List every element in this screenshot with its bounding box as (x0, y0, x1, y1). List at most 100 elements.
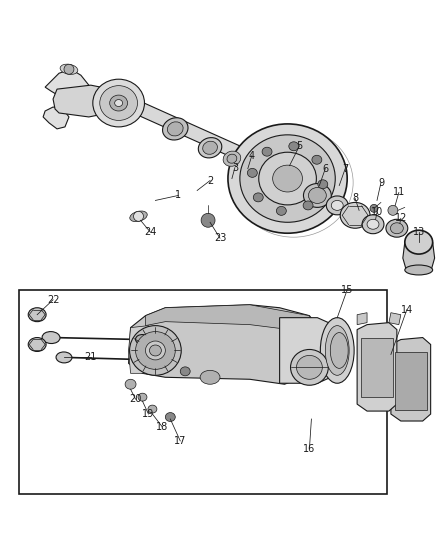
Ellipse shape (330, 333, 348, 368)
Ellipse shape (273, 165, 303, 192)
Ellipse shape (100, 86, 138, 120)
Text: 3: 3 (232, 163, 238, 173)
Ellipse shape (304, 183, 331, 207)
Ellipse shape (130, 211, 147, 222)
Ellipse shape (253, 193, 263, 202)
Ellipse shape (297, 356, 322, 379)
Text: 17: 17 (174, 436, 187, 446)
Text: 24: 24 (144, 227, 157, 237)
Ellipse shape (227, 154, 237, 163)
Polygon shape (129, 96, 262, 171)
Ellipse shape (367, 219, 379, 229)
Ellipse shape (303, 201, 313, 210)
Ellipse shape (247, 168, 257, 177)
Ellipse shape (165, 413, 175, 422)
Circle shape (134, 212, 144, 221)
Ellipse shape (60, 64, 78, 75)
Ellipse shape (326, 196, 348, 215)
Ellipse shape (93, 79, 145, 127)
Ellipse shape (331, 200, 343, 211)
Ellipse shape (56, 352, 72, 363)
Text: 4: 4 (249, 151, 255, 161)
Polygon shape (389, 313, 401, 325)
Ellipse shape (198, 138, 222, 158)
Ellipse shape (180, 367, 190, 376)
Text: 5: 5 (297, 141, 303, 151)
Text: 12: 12 (395, 213, 407, 223)
Ellipse shape (167, 122, 183, 136)
Text: 11: 11 (393, 188, 405, 197)
Ellipse shape (145, 341, 165, 360)
Text: 22: 22 (47, 295, 59, 305)
Ellipse shape (312, 155, 322, 164)
Polygon shape (357, 313, 367, 325)
Text: 8: 8 (352, 193, 358, 204)
Ellipse shape (308, 188, 326, 204)
Ellipse shape (362, 215, 384, 233)
Text: 20: 20 (129, 394, 142, 404)
Polygon shape (357, 322, 397, 411)
Ellipse shape (386, 219, 408, 237)
Ellipse shape (405, 265, 433, 275)
Text: 1: 1 (175, 190, 181, 200)
Ellipse shape (262, 147, 272, 156)
Ellipse shape (148, 405, 157, 413)
Polygon shape (129, 326, 152, 373)
Text: 19: 19 (142, 409, 155, 419)
Circle shape (370, 204, 378, 212)
Text: 9: 9 (378, 177, 384, 188)
Text: 18: 18 (156, 422, 169, 432)
Ellipse shape (115, 100, 123, 107)
Ellipse shape (28, 308, 46, 321)
Text: 21: 21 (85, 352, 97, 362)
Ellipse shape (240, 135, 335, 222)
Ellipse shape (318, 180, 328, 189)
Polygon shape (391, 337, 431, 421)
Bar (395, 352, 427, 410)
Ellipse shape (223, 151, 241, 166)
Text: 10: 10 (371, 207, 383, 217)
Circle shape (388, 205, 398, 215)
Ellipse shape (340, 203, 370, 228)
Text: 13: 13 (413, 227, 425, 237)
Text: 15: 15 (341, 285, 353, 295)
Ellipse shape (130, 326, 181, 375)
Ellipse shape (289, 142, 299, 151)
Ellipse shape (203, 141, 217, 155)
Circle shape (64, 64, 74, 74)
Ellipse shape (135, 332, 175, 369)
Polygon shape (43, 107, 69, 129)
Ellipse shape (320, 318, 354, 383)
Ellipse shape (290, 350, 328, 385)
Ellipse shape (42, 332, 60, 344)
Polygon shape (53, 85, 119, 117)
Ellipse shape (149, 345, 161, 356)
Text: 23: 23 (214, 233, 226, 243)
Ellipse shape (28, 337, 46, 351)
Text: 6: 6 (322, 164, 328, 174)
Ellipse shape (135, 335, 149, 344)
Text: 14: 14 (401, 305, 413, 314)
Polygon shape (145, 305, 309, 329)
Ellipse shape (228, 124, 347, 233)
Ellipse shape (125, 379, 136, 389)
Ellipse shape (110, 95, 127, 111)
Polygon shape (403, 242, 434, 272)
Bar (361, 337, 393, 397)
Ellipse shape (276, 206, 286, 215)
Text: 2: 2 (207, 175, 213, 185)
Polygon shape (129, 305, 319, 384)
Bar (19, 290, 387, 494)
Ellipse shape (325, 326, 349, 375)
Text: 7: 7 (342, 164, 348, 174)
Circle shape (201, 213, 215, 227)
Ellipse shape (138, 393, 147, 401)
Ellipse shape (405, 230, 433, 254)
Ellipse shape (259, 152, 316, 205)
Polygon shape (279, 318, 339, 383)
Ellipse shape (200, 370, 220, 384)
Polygon shape (45, 69, 89, 101)
Ellipse shape (390, 223, 403, 233)
Text: 16: 16 (303, 444, 315, 454)
Ellipse shape (162, 118, 188, 140)
